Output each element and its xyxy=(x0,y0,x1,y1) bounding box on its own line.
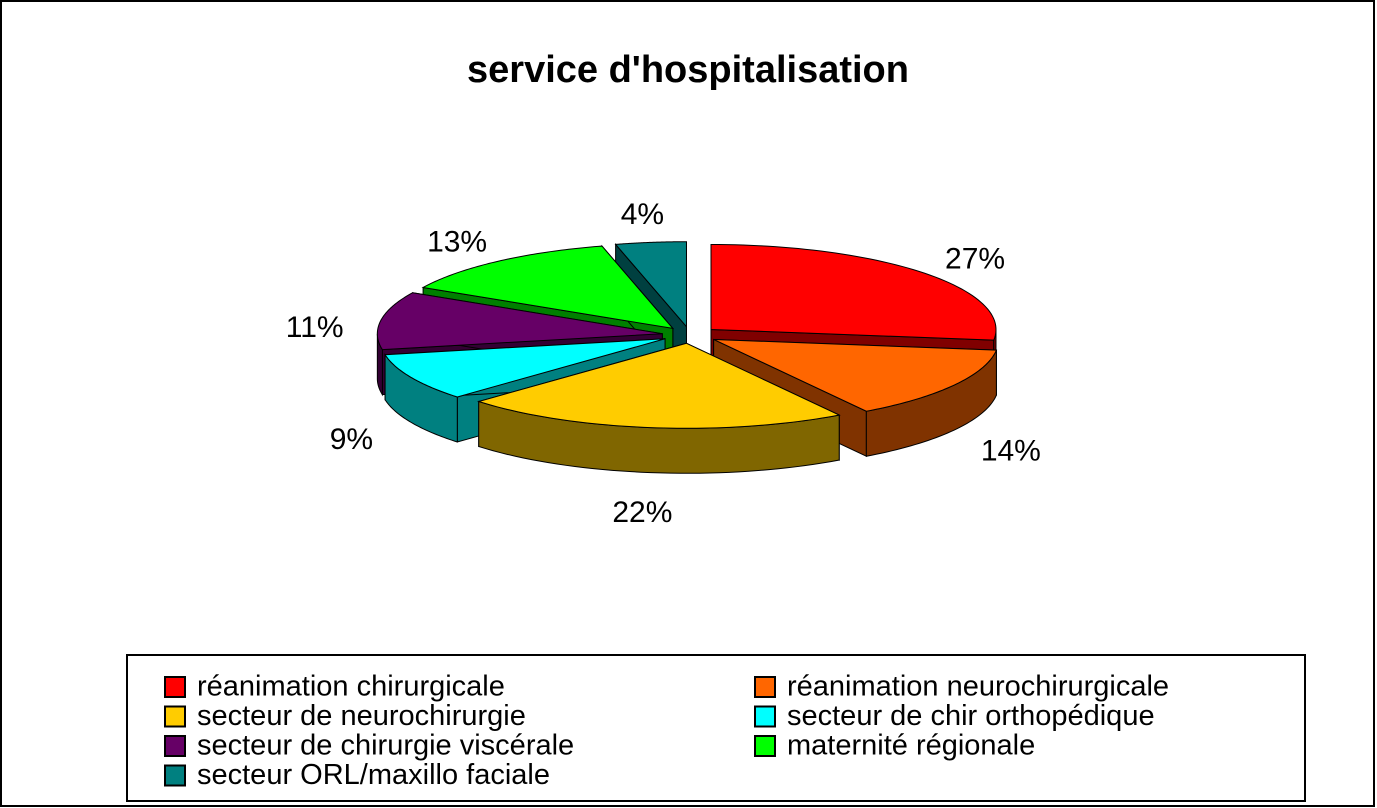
data-label: 22% xyxy=(612,496,672,529)
data-label: 9% xyxy=(330,423,373,456)
data-label: 13% xyxy=(427,225,487,258)
data-label: 27% xyxy=(945,243,1005,276)
legend-box xyxy=(126,654,1306,802)
legend-swatch xyxy=(754,676,776,698)
chart-title: service d'hospitalisation xyxy=(467,49,909,91)
legend-swatch xyxy=(754,735,776,757)
slice-top xyxy=(384,338,666,398)
legend-label: secteur de neurochirurgie xyxy=(197,700,526,732)
legend-swatch xyxy=(164,735,186,757)
legend-label: réanimation chirurgicale xyxy=(197,671,505,703)
data-label: 11% xyxy=(286,311,344,344)
slice-top xyxy=(376,292,663,351)
slice-top xyxy=(713,338,998,412)
slice-top xyxy=(421,245,675,330)
data-label: 14% xyxy=(981,434,1041,467)
data-label: 4% xyxy=(621,198,664,231)
legend-swatch xyxy=(164,676,186,698)
legend-label: secteur ORL/maxillo faciale xyxy=(197,759,550,791)
legend-label: maternité régionale xyxy=(787,730,1035,762)
slice-top xyxy=(710,243,997,341)
legend-swatch xyxy=(164,705,186,728)
legend-label: secteur de chir orthopédique xyxy=(787,700,1155,732)
legend-swatch xyxy=(754,705,776,728)
legend-swatch xyxy=(164,764,186,787)
legend-label: secteur de chirurgie viscérale xyxy=(197,730,574,762)
slice xyxy=(476,342,841,474)
slice-top xyxy=(476,342,841,429)
legend-label: réanimation neurochirurgicale xyxy=(787,671,1169,703)
slice-top xyxy=(614,241,687,329)
